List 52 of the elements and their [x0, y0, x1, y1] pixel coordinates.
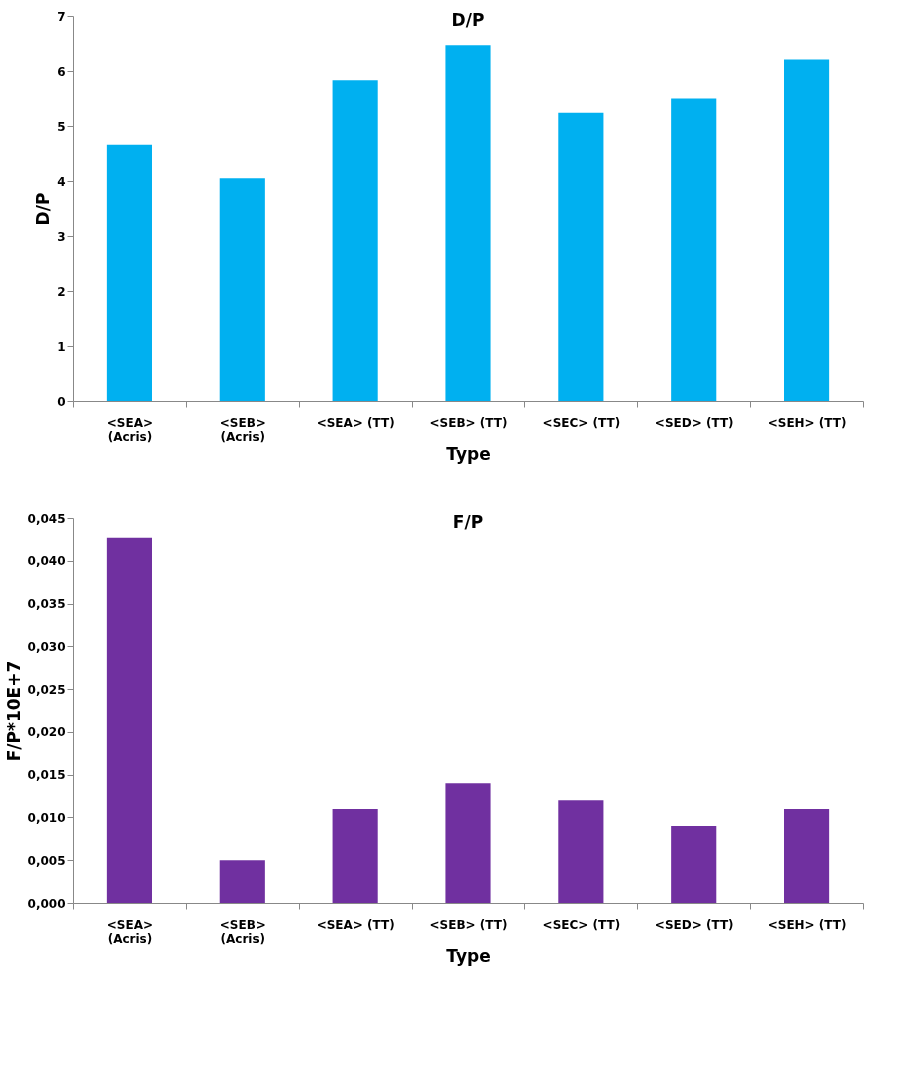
chart-title: D/P: [451, 10, 485, 30]
y-tick-label: 0: [57, 394, 66, 409]
y-tick-label: 0,000: [27, 896, 66, 911]
y-tick-label: 1: [57, 339, 66, 354]
bar: [445, 783, 491, 903]
y-tick-label: 4: [57, 174, 66, 189]
bar: [332, 808, 378, 903]
x-tick-label: <SED> (TT): [654, 917, 734, 932]
x-axis-title: Type: [446, 443, 491, 464]
y-tick-label: 6: [57, 64, 66, 79]
bar: [219, 178, 265, 401]
y-tick-label: 0,035: [27, 597, 66, 612]
y-tick-label: 2: [57, 284, 66, 299]
x-tick-label: <SEA> (TT): [316, 415, 395, 430]
bar: [558, 800, 604, 903]
chart-title: F/P: [452, 512, 484, 532]
x-axis-title: Type: [446, 945, 491, 966]
bar: [558, 112, 604, 401]
bar: [784, 59, 830, 401]
bar: [784, 808, 830, 903]
y-tick-label: 0,010: [27, 810, 66, 825]
y-tick-label: 5: [57, 119, 66, 134]
x-tick-label: <SEH> (TT): [767, 917, 847, 932]
x-tick-label: <SEC> (TT): [542, 917, 621, 932]
bar: [671, 826, 717, 903]
y-tick-label: 0,005: [27, 853, 66, 868]
bar: [106, 537, 152, 903]
x-tick-label: <SEB> (Acris): [219, 917, 266, 946]
y-tick-label: 3: [57, 229, 66, 244]
y-tick-label: 0,040: [27, 554, 66, 569]
x-tick-label: <SEH> (TT): [767, 415, 847, 430]
bar: [219, 860, 265, 903]
x-tick-label: <SEC> (TT): [542, 415, 621, 430]
y-tick-label: 0,045: [27, 511, 66, 526]
y-tick-label: 0,015: [27, 768, 66, 783]
bar: [445, 45, 491, 401]
x-tick-label: <SEB> (TT): [429, 917, 508, 932]
bar: [106, 144, 152, 401]
bar: [671, 98, 717, 401]
x-tick-label: <SEB> (Acris): [219, 415, 266, 444]
x-tick-label: <SEA> (TT): [316, 917, 395, 932]
x-tick-label: <SED> (TT): [654, 415, 734, 430]
y-axis-title: D/P: [33, 192, 54, 226]
y-tick-label: 0,025: [27, 682, 66, 697]
y-tick-label: 0,020: [27, 725, 66, 740]
y-axis-title: F/P*10E+7: [3, 660, 24, 762]
x-tick-label: <SEB> (TT): [429, 415, 508, 430]
y-tick-label: 0,030: [27, 639, 66, 654]
y-tick-label: 7: [57, 9, 66, 24]
bar: [332, 80, 378, 401]
x-tick-label: <SEA> (Acris): [106, 917, 154, 946]
x-tick-label: <SEA> (Acris): [106, 415, 154, 444]
